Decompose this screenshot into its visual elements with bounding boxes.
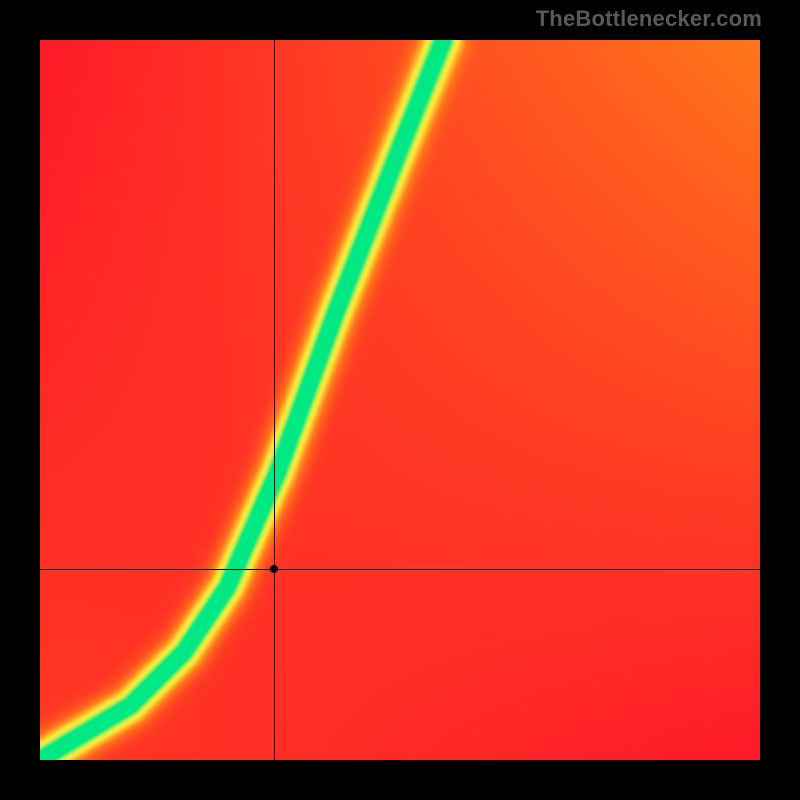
heatmap-canvas (40, 40, 760, 760)
plot-area (40, 40, 760, 760)
chart-frame: TheBottlenecker.com (0, 0, 800, 800)
watermark-text: TheBottlenecker.com (536, 6, 762, 32)
